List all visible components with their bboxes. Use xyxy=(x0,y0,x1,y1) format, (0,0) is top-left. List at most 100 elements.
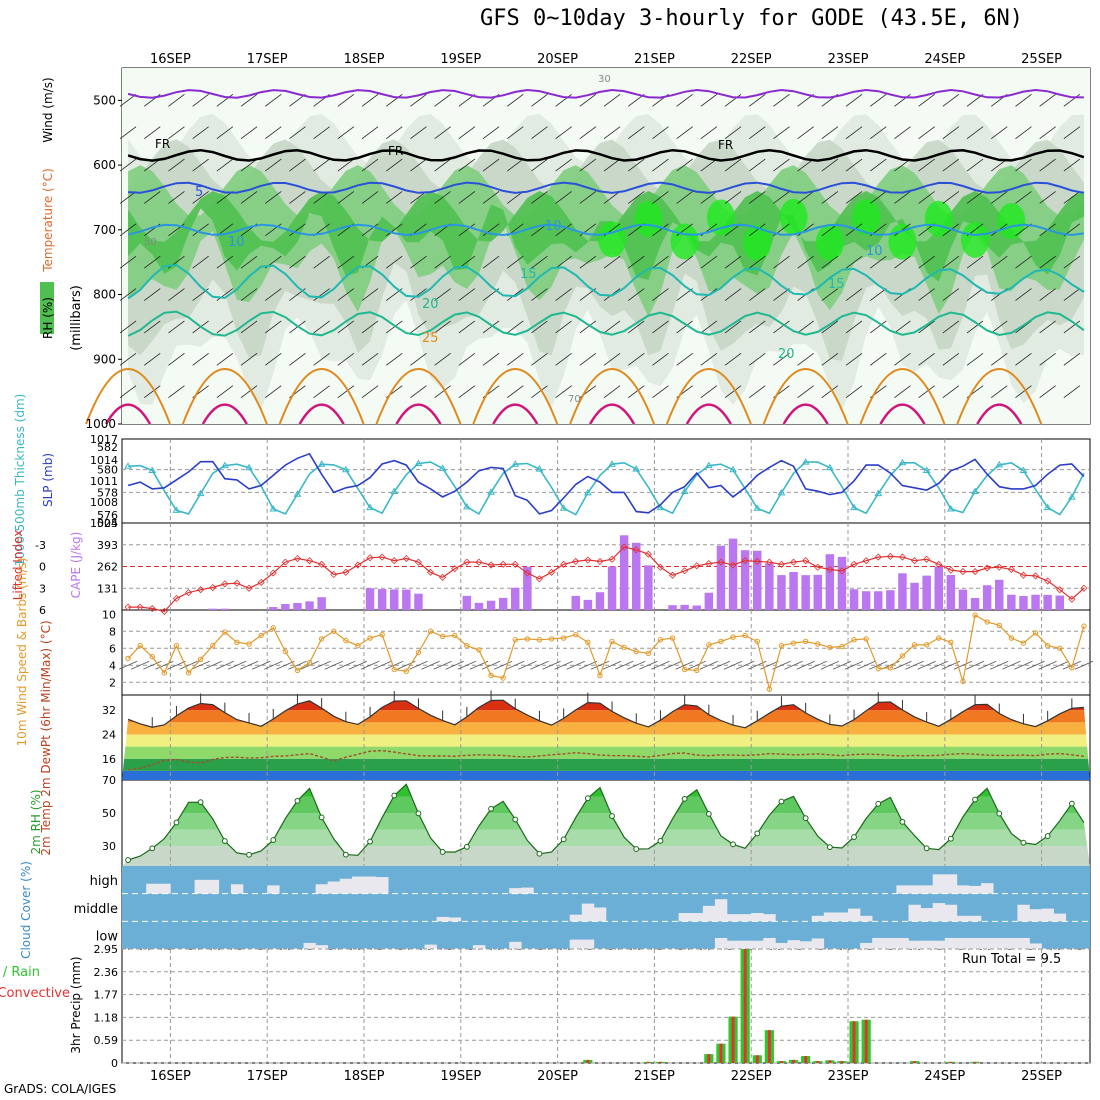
wind-barb xyxy=(651,660,670,670)
footer-credit: GrADS: COLA/IGES xyxy=(4,1082,117,1096)
cloud-middle-bar xyxy=(678,913,691,922)
wind-barb xyxy=(119,288,137,301)
lifted-index-marker xyxy=(935,560,943,568)
wind-barb xyxy=(628,288,645,301)
wind-barb xyxy=(531,288,548,301)
date-label-top: 20SEP xyxy=(537,52,578,67)
wind-barb xyxy=(821,158,839,172)
wind-barb xyxy=(894,191,911,204)
cape-bar xyxy=(474,602,484,610)
wind-barb xyxy=(555,158,572,172)
rh-marker xyxy=(681,795,688,802)
wind-speed-marker xyxy=(294,667,301,674)
wind-barb xyxy=(203,660,222,670)
wind-speed-marker xyxy=(585,639,591,645)
cape-bar xyxy=(753,550,762,610)
wind-barb xyxy=(894,223,911,237)
wind-barb xyxy=(966,126,984,140)
wind-speed-marker xyxy=(645,650,652,657)
wind-barb xyxy=(652,158,669,172)
wind-barb xyxy=(700,126,718,140)
rh-marker xyxy=(560,836,567,843)
slp-line-marker xyxy=(898,458,907,466)
cloud-middle-bar xyxy=(811,915,825,922)
wind-speed-marker xyxy=(875,665,881,672)
cloud-middle-bar xyxy=(436,916,449,922)
isotherm-25 xyxy=(762,367,849,425)
lifted-index-marker xyxy=(269,569,277,577)
isotherm-30 xyxy=(588,403,636,425)
wind-speed-marker xyxy=(234,639,240,645)
wind-barb xyxy=(797,158,814,172)
lifted-index-marker xyxy=(814,563,822,571)
cape-tick-label: 524 xyxy=(97,517,118,530)
isotherm-minus5 xyxy=(127,88,1084,99)
rh-marker xyxy=(197,799,204,806)
cloud-high-bar xyxy=(230,884,244,894)
precip-convective-bar xyxy=(828,1060,832,1063)
wind-barb xyxy=(289,191,306,204)
lifted-index-marker xyxy=(959,568,967,576)
wind-barb xyxy=(676,126,693,140)
wind-barb xyxy=(808,660,827,670)
wind-barb xyxy=(845,158,863,172)
wind-barb xyxy=(555,320,572,334)
wind-speed-marker xyxy=(464,643,470,649)
rh-marker xyxy=(778,798,785,805)
cloud-low-bar xyxy=(993,937,1006,949)
cape-bar xyxy=(208,608,217,610)
wind-barb xyxy=(845,191,863,204)
cloud-high-bar xyxy=(146,883,159,894)
slp-axis-label: SLP (mb) xyxy=(41,453,55,507)
wind-barb xyxy=(119,320,137,334)
lifted-index-marker xyxy=(1031,572,1040,580)
wind-barb xyxy=(628,158,645,172)
slp-line-marker xyxy=(850,503,858,511)
lifted-index-marker xyxy=(789,558,798,566)
wind-barb xyxy=(337,320,355,334)
cape-bar xyxy=(607,566,617,610)
lifted-index-marker xyxy=(596,557,604,565)
wind-barb xyxy=(192,94,209,107)
cape-bar xyxy=(789,571,798,610)
wind-barb xyxy=(796,660,815,670)
lifted-index-marker xyxy=(717,558,725,566)
wind-barb xyxy=(336,660,356,670)
wind-barb xyxy=(289,352,306,366)
wind-barb xyxy=(1039,158,1056,172)
wind-speed-marker xyxy=(681,666,688,673)
wind-barb xyxy=(894,126,911,140)
wind-barb xyxy=(130,660,150,670)
cloud-level-label: low xyxy=(96,930,119,945)
wind-speed-marker xyxy=(488,672,494,679)
wind-speed-marker xyxy=(210,643,216,649)
wind-speed-marker xyxy=(222,629,228,635)
lifted-index-marker xyxy=(620,543,628,551)
wind-barb xyxy=(410,352,427,366)
wind-barb xyxy=(773,320,790,334)
wind-barb xyxy=(1039,385,1056,398)
wind-speed-marker xyxy=(923,642,930,648)
cape-axis-label: CAPE (J/kg) xyxy=(69,532,83,599)
cloud-level-label: middle xyxy=(74,902,118,917)
slp-line-marker xyxy=(220,461,229,469)
slp-tick-label: 1005 xyxy=(90,517,118,530)
cloud-high-bar xyxy=(932,874,946,894)
contour-label: 10 xyxy=(228,235,245,250)
wind-barb xyxy=(870,255,887,269)
wind-speed-marker xyxy=(887,665,894,671)
wind-barb xyxy=(870,158,887,172)
wind-speed-marker xyxy=(851,637,857,643)
isotherm-25 xyxy=(665,367,752,425)
wind-barb xyxy=(711,660,731,670)
wind-barb xyxy=(773,158,790,172)
cloud-middle-bar xyxy=(690,913,704,922)
wind-barb xyxy=(119,223,137,237)
wind-speed-marker xyxy=(403,668,410,674)
wind-speed-marker xyxy=(197,656,204,662)
lifted-index-marker xyxy=(184,589,193,597)
lifted-index-marker xyxy=(971,568,979,576)
slp-line-marker xyxy=(390,487,399,494)
cloud-low-bar xyxy=(424,944,437,949)
cloud-low-bar xyxy=(969,937,982,949)
